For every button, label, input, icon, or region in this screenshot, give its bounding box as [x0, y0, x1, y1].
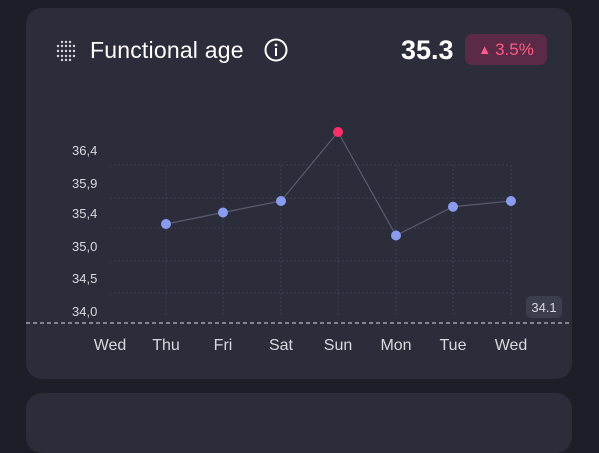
y-tick-label: 35,0 [72, 239, 97, 254]
change-badge: ▲ 3.5% [465, 34, 547, 65]
x-tick-label: Thu [152, 337, 180, 354]
data-point [218, 207, 228, 218]
functional-age-card[interactable]: Functional age 35.3 ▲ 3.5% 36,4 35,9 35,4 3… [26, 8, 572, 379]
change-value: 3.5% [495, 39, 534, 59]
x-tick-label: Sun [324, 337, 352, 354]
data-point [391, 230, 401, 241]
next-card[interactable] [26, 393, 572, 453]
x-tick-label: Sat [269, 337, 294, 354]
y-tick-label: 34,5 [72, 271, 97, 286]
x-tick-label: Mon [380, 337, 411, 354]
functional-age-chart: 36,4 35,9 35,4 35,0 34,5 34,0 Wed Thu Fri Sat Sun M… [26, 127, 572, 354]
reference-line-label: 34.1 [526, 296, 562, 318]
x-tick-label: Tue [440, 337, 467, 354]
y-tick-label: 36,4 [72, 143, 97, 158]
info-icon[interactable] [264, 38, 288, 62]
y-tick-label: 35,9 [72, 176, 97, 191]
data-point [276, 196, 286, 206]
dot-grid-icon [56, 40, 76, 62]
card-title: Functional age [90, 37, 244, 63]
triangle-up-icon: ▲ [478, 42, 492, 57]
functional-age-value: 35.3 [401, 35, 454, 65]
x-tick-label: Wed [94, 337, 127, 354]
data-point [448, 201, 458, 212]
x-tick-label: Fri [214, 337, 233, 354]
y-tick-label: 35,4 [72, 206, 97, 221]
series-line [165, 130, 512, 237]
data-point [506, 196, 516, 206]
data-point-highlight [333, 127, 343, 137]
data-point [161, 219, 171, 229]
y-tick-label: 34,0 [72, 304, 97, 319]
x-tick-label: Wed [495, 337, 528, 354]
